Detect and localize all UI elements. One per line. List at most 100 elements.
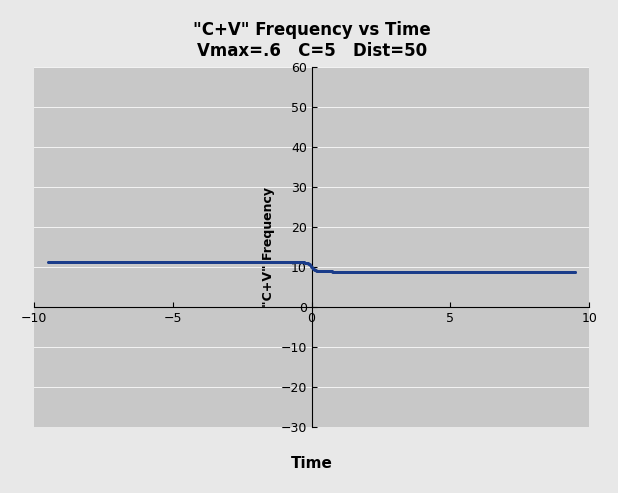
Point bbox=[57, 258, 67, 266]
Point bbox=[282, 258, 292, 266]
Point bbox=[200, 258, 210, 266]
Point bbox=[322, 268, 332, 276]
Point bbox=[337, 268, 347, 276]
Point bbox=[163, 258, 172, 266]
Point bbox=[69, 258, 79, 266]
Point bbox=[362, 268, 372, 276]
Point bbox=[179, 258, 188, 266]
Point bbox=[469, 268, 479, 276]
Point bbox=[53, 258, 63, 266]
Point bbox=[57, 258, 67, 266]
Point bbox=[269, 258, 279, 266]
Point bbox=[203, 258, 213, 266]
Point bbox=[264, 258, 274, 266]
Point bbox=[56, 258, 66, 266]
Point bbox=[151, 258, 161, 266]
Point bbox=[412, 268, 421, 276]
Point bbox=[184, 258, 193, 266]
Point bbox=[415, 268, 425, 276]
Point bbox=[193, 258, 203, 266]
Point bbox=[540, 268, 550, 276]
Point bbox=[305, 261, 315, 269]
Point bbox=[363, 268, 373, 276]
Point bbox=[473, 268, 483, 276]
Point bbox=[536, 268, 546, 276]
Point bbox=[185, 258, 195, 266]
Point bbox=[442, 268, 452, 276]
Point bbox=[222, 258, 232, 266]
Point bbox=[284, 258, 294, 266]
Point bbox=[129, 258, 139, 266]
Point bbox=[437, 268, 447, 276]
Point bbox=[145, 258, 154, 266]
Point bbox=[70, 258, 80, 266]
Point bbox=[559, 268, 569, 276]
Point bbox=[317, 267, 327, 275]
Point bbox=[187, 258, 197, 266]
Point bbox=[255, 258, 265, 266]
Point bbox=[378, 268, 388, 276]
Point bbox=[328, 268, 338, 276]
Point bbox=[548, 268, 558, 276]
Point bbox=[204, 258, 214, 266]
Point bbox=[543, 268, 552, 276]
Point bbox=[145, 258, 155, 266]
Point bbox=[182, 258, 192, 266]
Point bbox=[115, 258, 125, 266]
Point bbox=[395, 268, 405, 276]
Point bbox=[433, 268, 443, 276]
Point bbox=[310, 266, 320, 274]
Point bbox=[270, 258, 280, 266]
Point bbox=[165, 258, 175, 266]
Point bbox=[541, 268, 551, 276]
Point bbox=[346, 268, 356, 276]
Point bbox=[506, 268, 515, 276]
Point bbox=[164, 258, 174, 266]
Point bbox=[95, 258, 105, 266]
Point bbox=[210, 258, 219, 266]
Point bbox=[449, 268, 459, 276]
Point bbox=[138, 258, 148, 266]
Point bbox=[98, 258, 108, 266]
Point bbox=[216, 258, 226, 266]
Point bbox=[441, 268, 451, 276]
Point bbox=[270, 258, 280, 266]
Point bbox=[494, 268, 504, 276]
Point bbox=[127, 258, 137, 266]
Point bbox=[140, 258, 150, 266]
Point bbox=[85, 258, 95, 266]
Point bbox=[371, 268, 381, 276]
Point bbox=[505, 268, 515, 276]
Point bbox=[394, 268, 404, 276]
Point bbox=[282, 258, 292, 266]
Point bbox=[315, 267, 324, 275]
Point bbox=[561, 268, 571, 276]
Point bbox=[67, 258, 77, 266]
Point bbox=[188, 258, 198, 266]
Point bbox=[391, 268, 400, 276]
Point bbox=[158, 258, 167, 266]
Point bbox=[377, 268, 387, 276]
Point bbox=[303, 260, 313, 268]
Point bbox=[75, 258, 85, 266]
Point bbox=[476, 268, 486, 276]
Point bbox=[124, 258, 133, 266]
Point bbox=[131, 258, 141, 266]
Point bbox=[383, 268, 393, 276]
Point bbox=[120, 258, 130, 266]
Point bbox=[276, 258, 286, 266]
Point bbox=[113, 258, 123, 266]
Point bbox=[225, 258, 235, 266]
Point bbox=[501, 268, 511, 276]
Point bbox=[375, 268, 384, 276]
Title: "C+V" Frequency vs Time
Vmax=.6   C=5   Dist=50: "C+V" Frequency vs Time Vmax=.6 C=5 Dist… bbox=[193, 21, 431, 60]
Point bbox=[404, 268, 414, 276]
Point bbox=[197, 258, 207, 266]
Point bbox=[174, 258, 184, 266]
Point bbox=[448, 268, 458, 276]
Point bbox=[220, 258, 230, 266]
Point bbox=[406, 268, 416, 276]
Point bbox=[565, 268, 575, 276]
Point bbox=[184, 258, 194, 266]
Point bbox=[130, 258, 140, 266]
